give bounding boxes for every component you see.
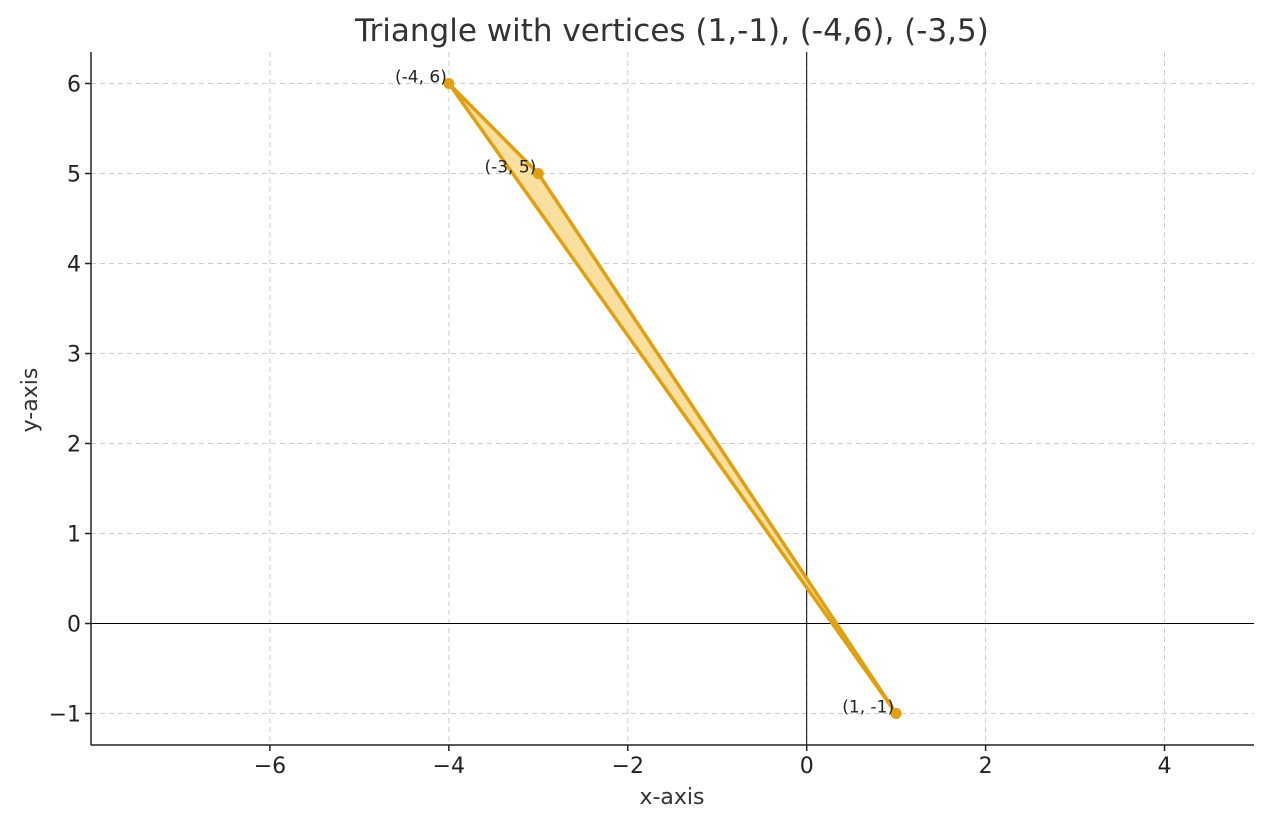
- y-tick-label: 6: [67, 73, 81, 98]
- vertex-label: (-4, 6): [395, 68, 447, 88]
- vertex-point: [890, 708, 902, 719]
- x-tick-label: −6: [254, 754, 286, 779]
- y-tick-label: 3: [67, 343, 81, 368]
- axes-spines: [90, 52, 1254, 746]
- vertex-label: (-3, 5): [484, 158, 536, 178]
- x-tick-label: 4: [1158, 754, 1172, 779]
- zero-lines: [91, 52, 1254, 745]
- y-tick-label: 1: [67, 523, 81, 548]
- tick-layer: −6 −4 −2 0 2 4 −1 0 1 2 3 4 5 6: [49, 73, 1172, 780]
- y-axis-label: y-axis: [18, 368, 43, 433]
- vertex-label: (1, -1): [842, 698, 894, 718]
- x-tick-label: 0: [800, 754, 814, 779]
- y-tick-label: 0: [67, 613, 81, 638]
- y-tick-label: 5: [67, 163, 81, 188]
- chart-title: Triangle with vertices (1,-1), (-4,6), (…: [354, 13, 989, 49]
- vertex-point: [443, 78, 455, 89]
- triangle-layer: (1, -1) (-4, 6) (-3, 5): [395, 68, 902, 719]
- x-tick-label: −4: [433, 754, 465, 779]
- y-tick-label: 2: [67, 433, 81, 458]
- x-axis-label: x-axis: [639, 785, 704, 810]
- vertex-point: [532, 168, 544, 179]
- triangle-shape: [447, 81, 898, 716]
- x-tick-label: −2: [612, 754, 644, 779]
- x-tick-label: 2: [979, 754, 993, 779]
- y-tick-label: −1: [49, 703, 81, 728]
- y-tick-label: 4: [67, 253, 81, 278]
